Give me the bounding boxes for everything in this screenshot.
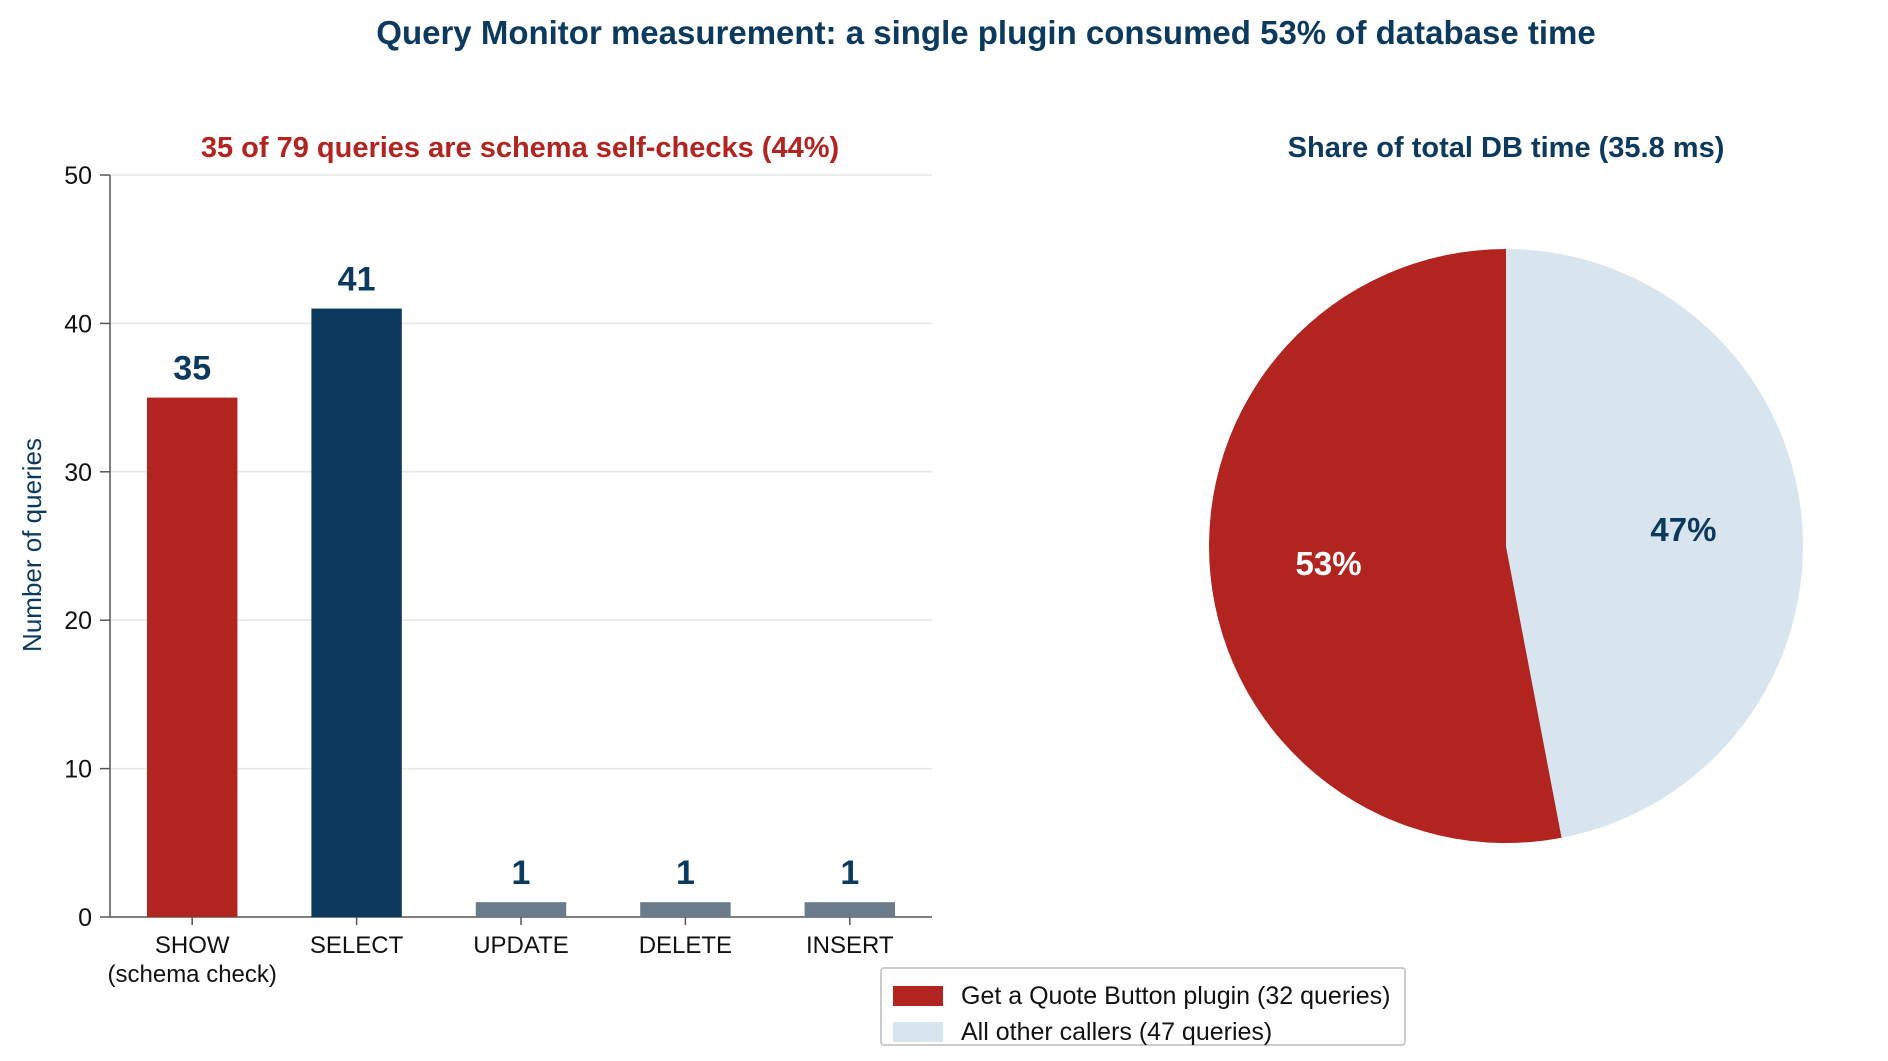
pie-chart-title: Share of total DB time (35.8 ms) xyxy=(1288,132,1725,164)
y-tick-label: 30 xyxy=(64,459,92,487)
bar-value-label: 1 xyxy=(512,854,531,892)
bar-value-label: 1 xyxy=(676,854,695,892)
pie-slice xyxy=(1506,249,1803,838)
pie-slice-labels: 53% 47% xyxy=(1296,511,1717,582)
y-tick-label: 0 xyxy=(78,904,92,932)
y-tick-label: 40 xyxy=(64,310,92,338)
x-tick-label: (schema check) xyxy=(108,961,277,988)
bar-value-label: 35 xyxy=(173,350,211,388)
x-tick-label: SHOW xyxy=(155,932,230,959)
bar-value-labels: 35 41 1 1 1 xyxy=(173,261,859,893)
legend-label: Get a Quote Button plugin (32 queries) xyxy=(961,982,1390,1010)
x-tick-label: INSERT xyxy=(806,932,894,959)
x-tick-label: SELECT xyxy=(310,932,404,959)
y-axis-label: Number of queries xyxy=(17,438,47,652)
bar xyxy=(640,902,731,917)
bar-value-label: 1 xyxy=(840,854,859,892)
pie-slice-label: 53% xyxy=(1296,545,1362,582)
y-tick-label: 20 xyxy=(64,607,92,635)
legend-swatch xyxy=(893,1022,943,1042)
bar xyxy=(475,902,567,917)
bar-chart-title: 35 of 79 queries are schema self-checks … xyxy=(201,132,839,164)
y-tick-label: 10 xyxy=(64,756,92,784)
y-tick-label: 50 xyxy=(64,162,92,190)
bar-y-ticks: 0 10 20 30 40 50 xyxy=(64,162,110,932)
pie-slice-label: 47% xyxy=(1650,511,1716,548)
legend: Get a Quote Button plugin (32 queries) Al… xyxy=(880,967,1406,1046)
bar xyxy=(311,308,402,917)
x-tick-label: DELETE xyxy=(639,932,732,959)
bar xyxy=(146,397,238,918)
bar-category-labels: SHOW(schema check) SELECT UPDATE DELETE INSE… xyxy=(108,932,894,988)
legend-swatch xyxy=(893,986,943,1006)
x-tick-label: UPDATE xyxy=(473,932,569,959)
pie-slices xyxy=(1209,249,1803,843)
pie-slice xyxy=(1209,249,1562,843)
legend-box xyxy=(880,967,1406,1046)
pie-chart: Share of total DB time (35.8 ms) 53% 47% xyxy=(1209,132,1803,843)
bar-series xyxy=(146,308,896,918)
legend-label: All other callers (47 queries) xyxy=(961,1018,1272,1046)
bar-value-label: 41 xyxy=(338,261,376,299)
bar xyxy=(804,902,896,917)
bar-chart: 35 of 79 queries are schema self-checks … xyxy=(17,132,932,988)
figure-title: Query Monitor measurement: a single plug… xyxy=(376,14,1595,51)
bar-grid xyxy=(110,174,932,770)
